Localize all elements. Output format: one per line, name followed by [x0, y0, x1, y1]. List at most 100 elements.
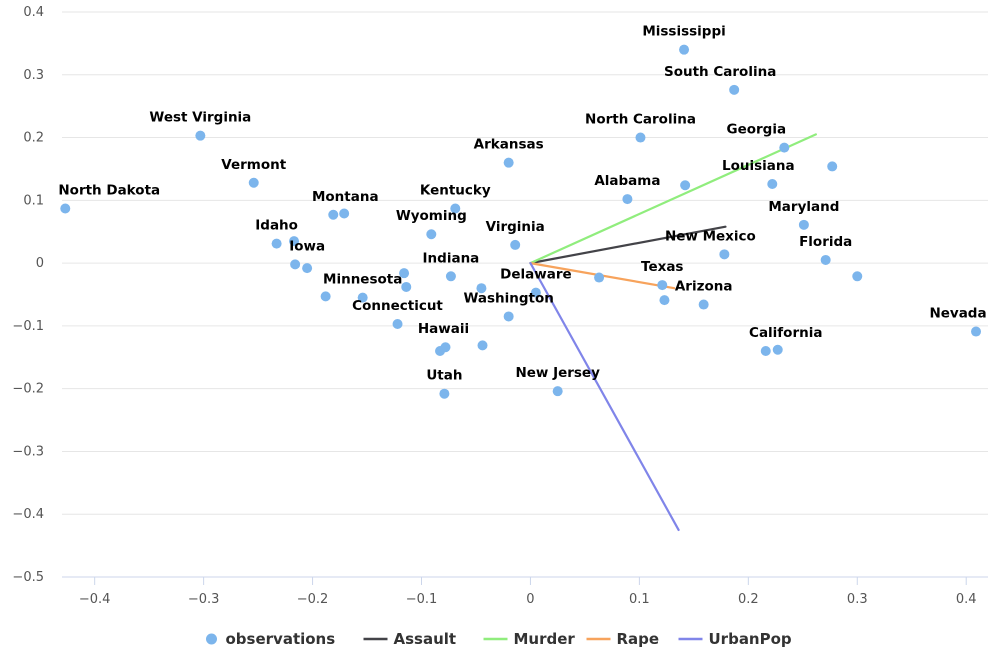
- observation-point[interactable]: [450, 203, 461, 214]
- vector-murder[interactable]: [529, 133, 817, 265]
- y-tick-label: 0.2: [23, 131, 44, 146]
- point-label: Vermont: [221, 157, 286, 173]
- observation-point[interactable]: [248, 177, 259, 188]
- observation-point[interactable]: [271, 238, 282, 249]
- legend-item-observations[interactable]: observations: [206, 630, 335, 648]
- legend-label: UrbanPop: [709, 630, 792, 648]
- x-tick-label: 0.3: [847, 592, 868, 607]
- vector-assault[interactable]: [529, 225, 727, 265]
- legend-item-rape[interactable]: Rape: [586, 630, 660, 648]
- observation-point[interactable]: [503, 311, 514, 322]
- observation-point[interactable]: [719, 249, 730, 260]
- point-label: Montana: [312, 189, 379, 205]
- observation-point[interactable]: [357, 292, 368, 303]
- observation-point[interactable]: [659, 295, 670, 306]
- observation-point[interactable]: [657, 280, 668, 291]
- y-tick-label: −0.4: [12, 507, 44, 522]
- observation-point[interactable]: [392, 319, 403, 330]
- x-tick-label: 0: [526, 592, 534, 607]
- point-layer: [60, 44, 982, 399]
- legend-item-urbanpop[interactable]: UrbanPop: [678, 630, 792, 648]
- observation-point[interactable]: [729, 84, 740, 95]
- point-label: South Carolina: [664, 64, 776, 80]
- observation-point[interactable]: [302, 263, 313, 274]
- observation-point[interactable]: [60, 203, 71, 214]
- observation-point[interactable]: [510, 239, 521, 250]
- x-tick-label: −0.1: [406, 592, 438, 607]
- point-label: New Mexico: [665, 228, 756, 244]
- point-label: Indiana: [423, 250, 480, 266]
- point-label: Virginia: [486, 219, 545, 235]
- y-tick-label: −0.5: [12, 570, 44, 585]
- observation-point[interactable]: [320, 291, 331, 302]
- observation-point[interactable]: [971, 326, 982, 337]
- point-label: Hawaii: [418, 321, 469, 337]
- observation-point[interactable]: [772, 344, 783, 355]
- observation-point[interactable]: [594, 272, 605, 283]
- legend-item-murder[interactable]: Murder: [483, 630, 576, 648]
- observation-point[interactable]: [767, 179, 778, 190]
- observation-point[interactable]: [195, 130, 206, 141]
- observation-point[interactable]: [440, 342, 451, 353]
- point-label: Arizona: [675, 279, 733, 295]
- observation-point[interactable]: [290, 259, 301, 270]
- y-tick-label: 0.1: [23, 193, 44, 208]
- observation-point[interactable]: [426, 229, 437, 240]
- legend-label: Murder: [514, 630, 576, 648]
- point-label: Kentucky: [420, 182, 491, 198]
- observation-point[interactable]: [552, 386, 563, 397]
- observation-point[interactable]: [289, 236, 300, 247]
- point-label: Georgia: [726, 122, 786, 138]
- observation-point[interactable]: [476, 283, 487, 294]
- point-label: Iowa: [289, 238, 325, 254]
- point-label: Wyoming: [396, 208, 467, 224]
- x-tick-label: −0.2: [297, 592, 329, 607]
- observation-point[interactable]: [339, 208, 350, 219]
- x-tick-label: −0.4: [79, 592, 111, 607]
- point-label: North Carolina: [585, 112, 696, 128]
- vector-urbanpop[interactable]: [529, 262, 680, 532]
- x-tick-label: 0.4: [956, 592, 977, 607]
- legend-item-assault[interactable]: Assault: [363, 630, 457, 648]
- point-label: Florida: [799, 234, 852, 250]
- point-label: North Dakota: [58, 182, 160, 198]
- label-layer: Mississippi South Carolina North Carolina W…: [58, 24, 986, 384]
- point-label: Louisiana: [722, 158, 795, 174]
- point-label: Arkansas: [474, 137, 544, 153]
- observation-point[interactable]: [401, 281, 412, 292]
- observation-point[interactable]: [820, 254, 831, 265]
- point-label: West Virginia: [149, 110, 251, 126]
- observation-point[interactable]: [798, 219, 809, 230]
- observation-point[interactable]: [827, 161, 838, 172]
- observation-point[interactable]: [503, 157, 514, 168]
- observation-point[interactable]: [635, 132, 646, 143]
- observation-point[interactable]: [439, 388, 450, 399]
- observation-point[interactable]: [680, 180, 691, 191]
- point-label: Minnesota: [323, 272, 402, 288]
- observation-point[interactable]: [760, 346, 771, 356]
- observation-point[interactable]: [328, 209, 339, 220]
- legend-label: Assault: [394, 630, 457, 648]
- y-tick-label: 0: [36, 256, 44, 271]
- legend: observations Assault Murder Rape UrbanPop: [206, 630, 792, 648]
- observation-point[interactable]: [698, 299, 709, 310]
- point-label: Alabama: [594, 173, 660, 189]
- observation-point[interactable]: [399, 268, 410, 279]
- point-label: Utah: [426, 368, 462, 384]
- observation-point[interactable]: [530, 287, 541, 298]
- legend-marker: [206, 633, 217, 645]
- y-tick-label: 0.4: [23, 5, 44, 20]
- observation-point[interactable]: [445, 271, 456, 282]
- observation-point[interactable]: [679, 44, 690, 55]
- point-label: Delaware: [500, 267, 572, 283]
- observation-point[interactable]: [852, 271, 863, 282]
- point-label: Idaho: [255, 218, 298, 234]
- point-label: New Jersey: [515, 365, 600, 381]
- point-label: Texas: [641, 259, 683, 275]
- grid-layer: [62, 11, 988, 515]
- observation-point[interactable]: [477, 340, 488, 351]
- point-label: Maryland: [768, 199, 839, 215]
- observation-point[interactable]: [779, 142, 790, 153]
- point-label: Washington: [463, 290, 553, 306]
- observation-point[interactable]: [622, 194, 633, 205]
